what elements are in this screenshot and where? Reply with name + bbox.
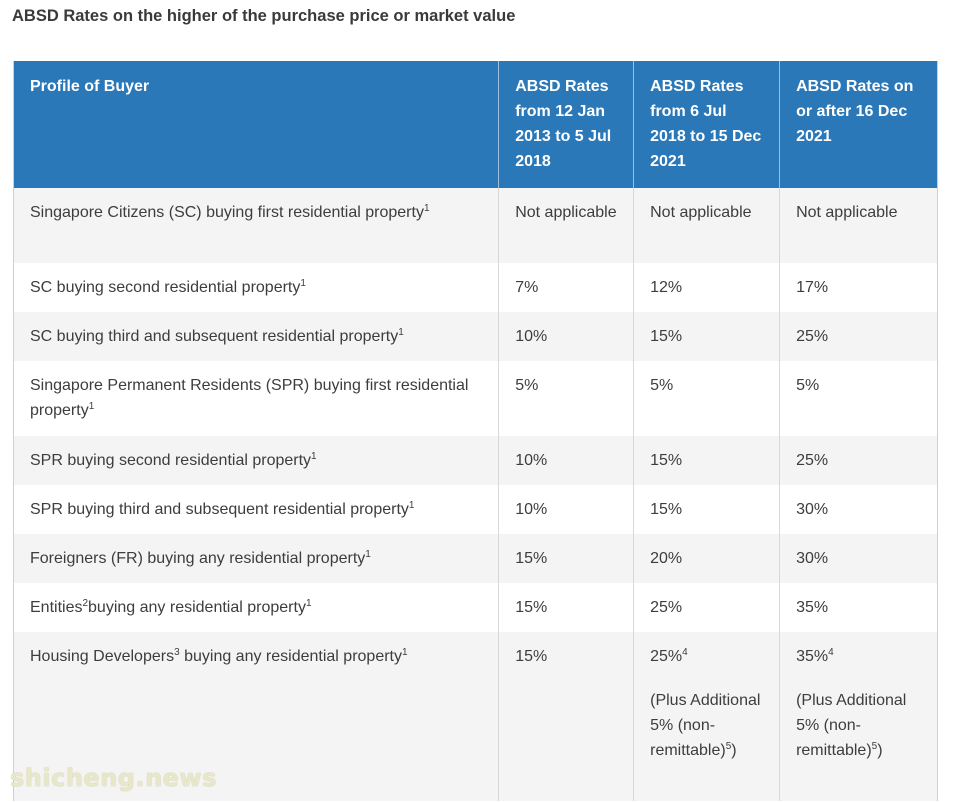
profile-text: buying any residential property bbox=[179, 648, 402, 665]
table-row: Foreigners (FR) buying any residential p… bbox=[13, 534, 938, 583]
header-rates-2018-2021: ABSD Rates from 6 Jul 2018 to 15 Dec 202… bbox=[633, 61, 780, 188]
absd-rates-table: Profile of Buyer ABSD Rates from 12 Jan … bbox=[13, 61, 938, 801]
profile-text: SC buying second residential property bbox=[30, 279, 301, 296]
rate-cell: Not applicable bbox=[779, 188, 938, 263]
footnote-marker: 4 bbox=[682, 647, 688, 658]
rate-note: (Plus Additional 5% (non-remittable)5) bbox=[650, 688, 763, 763]
table-row: SPR buying second residential property1 … bbox=[13, 436, 938, 485]
rate-cell: 25% bbox=[779, 436, 938, 485]
rate-cell: 5% bbox=[633, 361, 780, 436]
profile-cell: Entities2buying any residential property… bbox=[13, 583, 499, 632]
profile-text: Foreigners (FR) buying any residential p… bbox=[30, 550, 366, 567]
rate-cell: 15% bbox=[633, 485, 780, 534]
table-row: SC buying second residential property1 7… bbox=[13, 263, 938, 312]
header-rates-2013-2018: ABSD Rates from 12 Jan 2013 to 5 Jul 201… bbox=[498, 61, 634, 188]
footnote-marker: 3 bbox=[174, 647, 180, 658]
footnote-marker: 1 bbox=[88, 401, 95, 412]
rate-cell: 15% bbox=[498, 632, 634, 801]
table-header-row: Profile of Buyer ABSD Rates from 12 Jan … bbox=[13, 61, 938, 188]
rate-cell: 30% bbox=[779, 485, 938, 534]
profile-cell: Singapore Citizens (SC) buying first res… bbox=[13, 188, 499, 263]
profile-text: SPR buying second residential property bbox=[30, 452, 312, 469]
rate-note: (Plus Additional 5% (non-remittable)5) bbox=[796, 688, 921, 763]
rate-cell: 25%4 (Plus Additional 5% (non-remittable… bbox=[633, 632, 780, 801]
rate-cell: 35%4 (Plus Additional 5% (non-remittable… bbox=[779, 632, 938, 801]
rate-cell: 5% bbox=[498, 361, 634, 436]
rate-cell: 10% bbox=[498, 436, 634, 485]
profile-cell: SPR buying third and subsequent resident… bbox=[13, 485, 499, 534]
footnote-marker: 1 bbox=[423, 203, 430, 214]
profile-text: buying any residential property bbox=[88, 599, 306, 616]
rate-cell: Not applicable bbox=[633, 188, 780, 263]
header-profile-of-buyer: Profile of Buyer bbox=[13, 61, 499, 188]
profile-cell: Housing Developers3 buying any residenti… bbox=[13, 632, 499, 801]
rate-cell: 7% bbox=[498, 263, 634, 312]
page-title: ABSD Rates on the higher of the purchase… bbox=[12, 7, 516, 25]
footnote-marker: 1 bbox=[402, 647, 408, 658]
footnote-marker: 1 bbox=[365, 549, 371, 560]
table-row: Singapore Citizens (SC) buying first res… bbox=[13, 188, 938, 263]
footnote-marker: 5 bbox=[725, 741, 732, 752]
table-row: SPR buying third and subsequent resident… bbox=[13, 485, 938, 534]
rate-value: 25% bbox=[650, 648, 683, 665]
rate-cell: 25% bbox=[779, 312, 938, 361]
rate-note-text: (Plus Additional 5% (non-remittable) bbox=[650, 692, 761, 759]
footnote-marker: 1 bbox=[300, 278, 306, 289]
rate-cell: 35% bbox=[779, 583, 938, 632]
rate-cell: 15% bbox=[633, 436, 780, 485]
table-row: Entities2buying any residential property… bbox=[13, 583, 938, 632]
watermark: shicheng.news bbox=[10, 764, 217, 792]
footnote-marker: 1 bbox=[408, 500, 415, 511]
footnote-marker: 1 bbox=[311, 451, 317, 462]
profile-text: Singapore Permanent Residents (SPR) buyi… bbox=[30, 377, 469, 419]
profile-cell: SC buying third and subsequent residenti… bbox=[13, 312, 499, 361]
footnote-marker: 1 bbox=[398, 327, 404, 338]
rate-note-close: ) bbox=[731, 742, 737, 759]
profile-cell: SC buying second residential property1 bbox=[13, 263, 499, 312]
rate-cell: Not applicable bbox=[498, 188, 634, 263]
rate-cell: 10% bbox=[498, 312, 634, 361]
rate-cell: 20% bbox=[633, 534, 780, 583]
rate-cell: 10% bbox=[498, 485, 634, 534]
rate-cell: 15% bbox=[498, 583, 634, 632]
rate-value: 35% bbox=[796, 648, 829, 665]
footnote-marker: 2 bbox=[82, 598, 89, 609]
profile-cell: SPR buying second residential property1 bbox=[13, 436, 499, 485]
rate-cell: 17% bbox=[779, 263, 938, 312]
rate-cell: 12% bbox=[633, 263, 780, 312]
profile-text: Housing Developers bbox=[30, 648, 175, 665]
rate-note-close: ) bbox=[877, 742, 883, 759]
profile-cell: Foreigners (FR) buying any residential p… bbox=[13, 534, 499, 583]
profile-text: SPR buying third and subsequent resident… bbox=[30, 501, 409, 518]
footnote-marker: 1 bbox=[305, 598, 312, 609]
rate-note-text: (Plus Additional 5% (non-remittable) bbox=[796, 692, 907, 759]
rate-cell: 25% bbox=[633, 583, 780, 632]
rate-cell: 15% bbox=[633, 312, 780, 361]
rate-cell: 5% bbox=[779, 361, 938, 436]
table-row: Housing Developers3 buying any residenti… bbox=[13, 632, 938, 801]
header-rates-after-2021: ABSD Rates on or after 16 Dec 2021 bbox=[779, 61, 938, 188]
profile-cell: Singapore Permanent Residents (SPR) buyi… bbox=[13, 361, 499, 436]
footnote-marker: 5 bbox=[871, 741, 878, 752]
profile-text: Singapore Citizens (SC) buying first res… bbox=[30, 204, 424, 221]
profile-text: Entities bbox=[30, 599, 83, 616]
rate-cell: 15% bbox=[498, 534, 634, 583]
footnote-marker: 4 bbox=[828, 647, 834, 658]
rate-cell: 30% bbox=[779, 534, 938, 583]
table-row: Singapore Permanent Residents (SPR) buyi… bbox=[13, 361, 938, 436]
profile-text: SC buying third and subsequent residenti… bbox=[30, 328, 399, 345]
table-row: SC buying third and subsequent residenti… bbox=[13, 312, 938, 361]
